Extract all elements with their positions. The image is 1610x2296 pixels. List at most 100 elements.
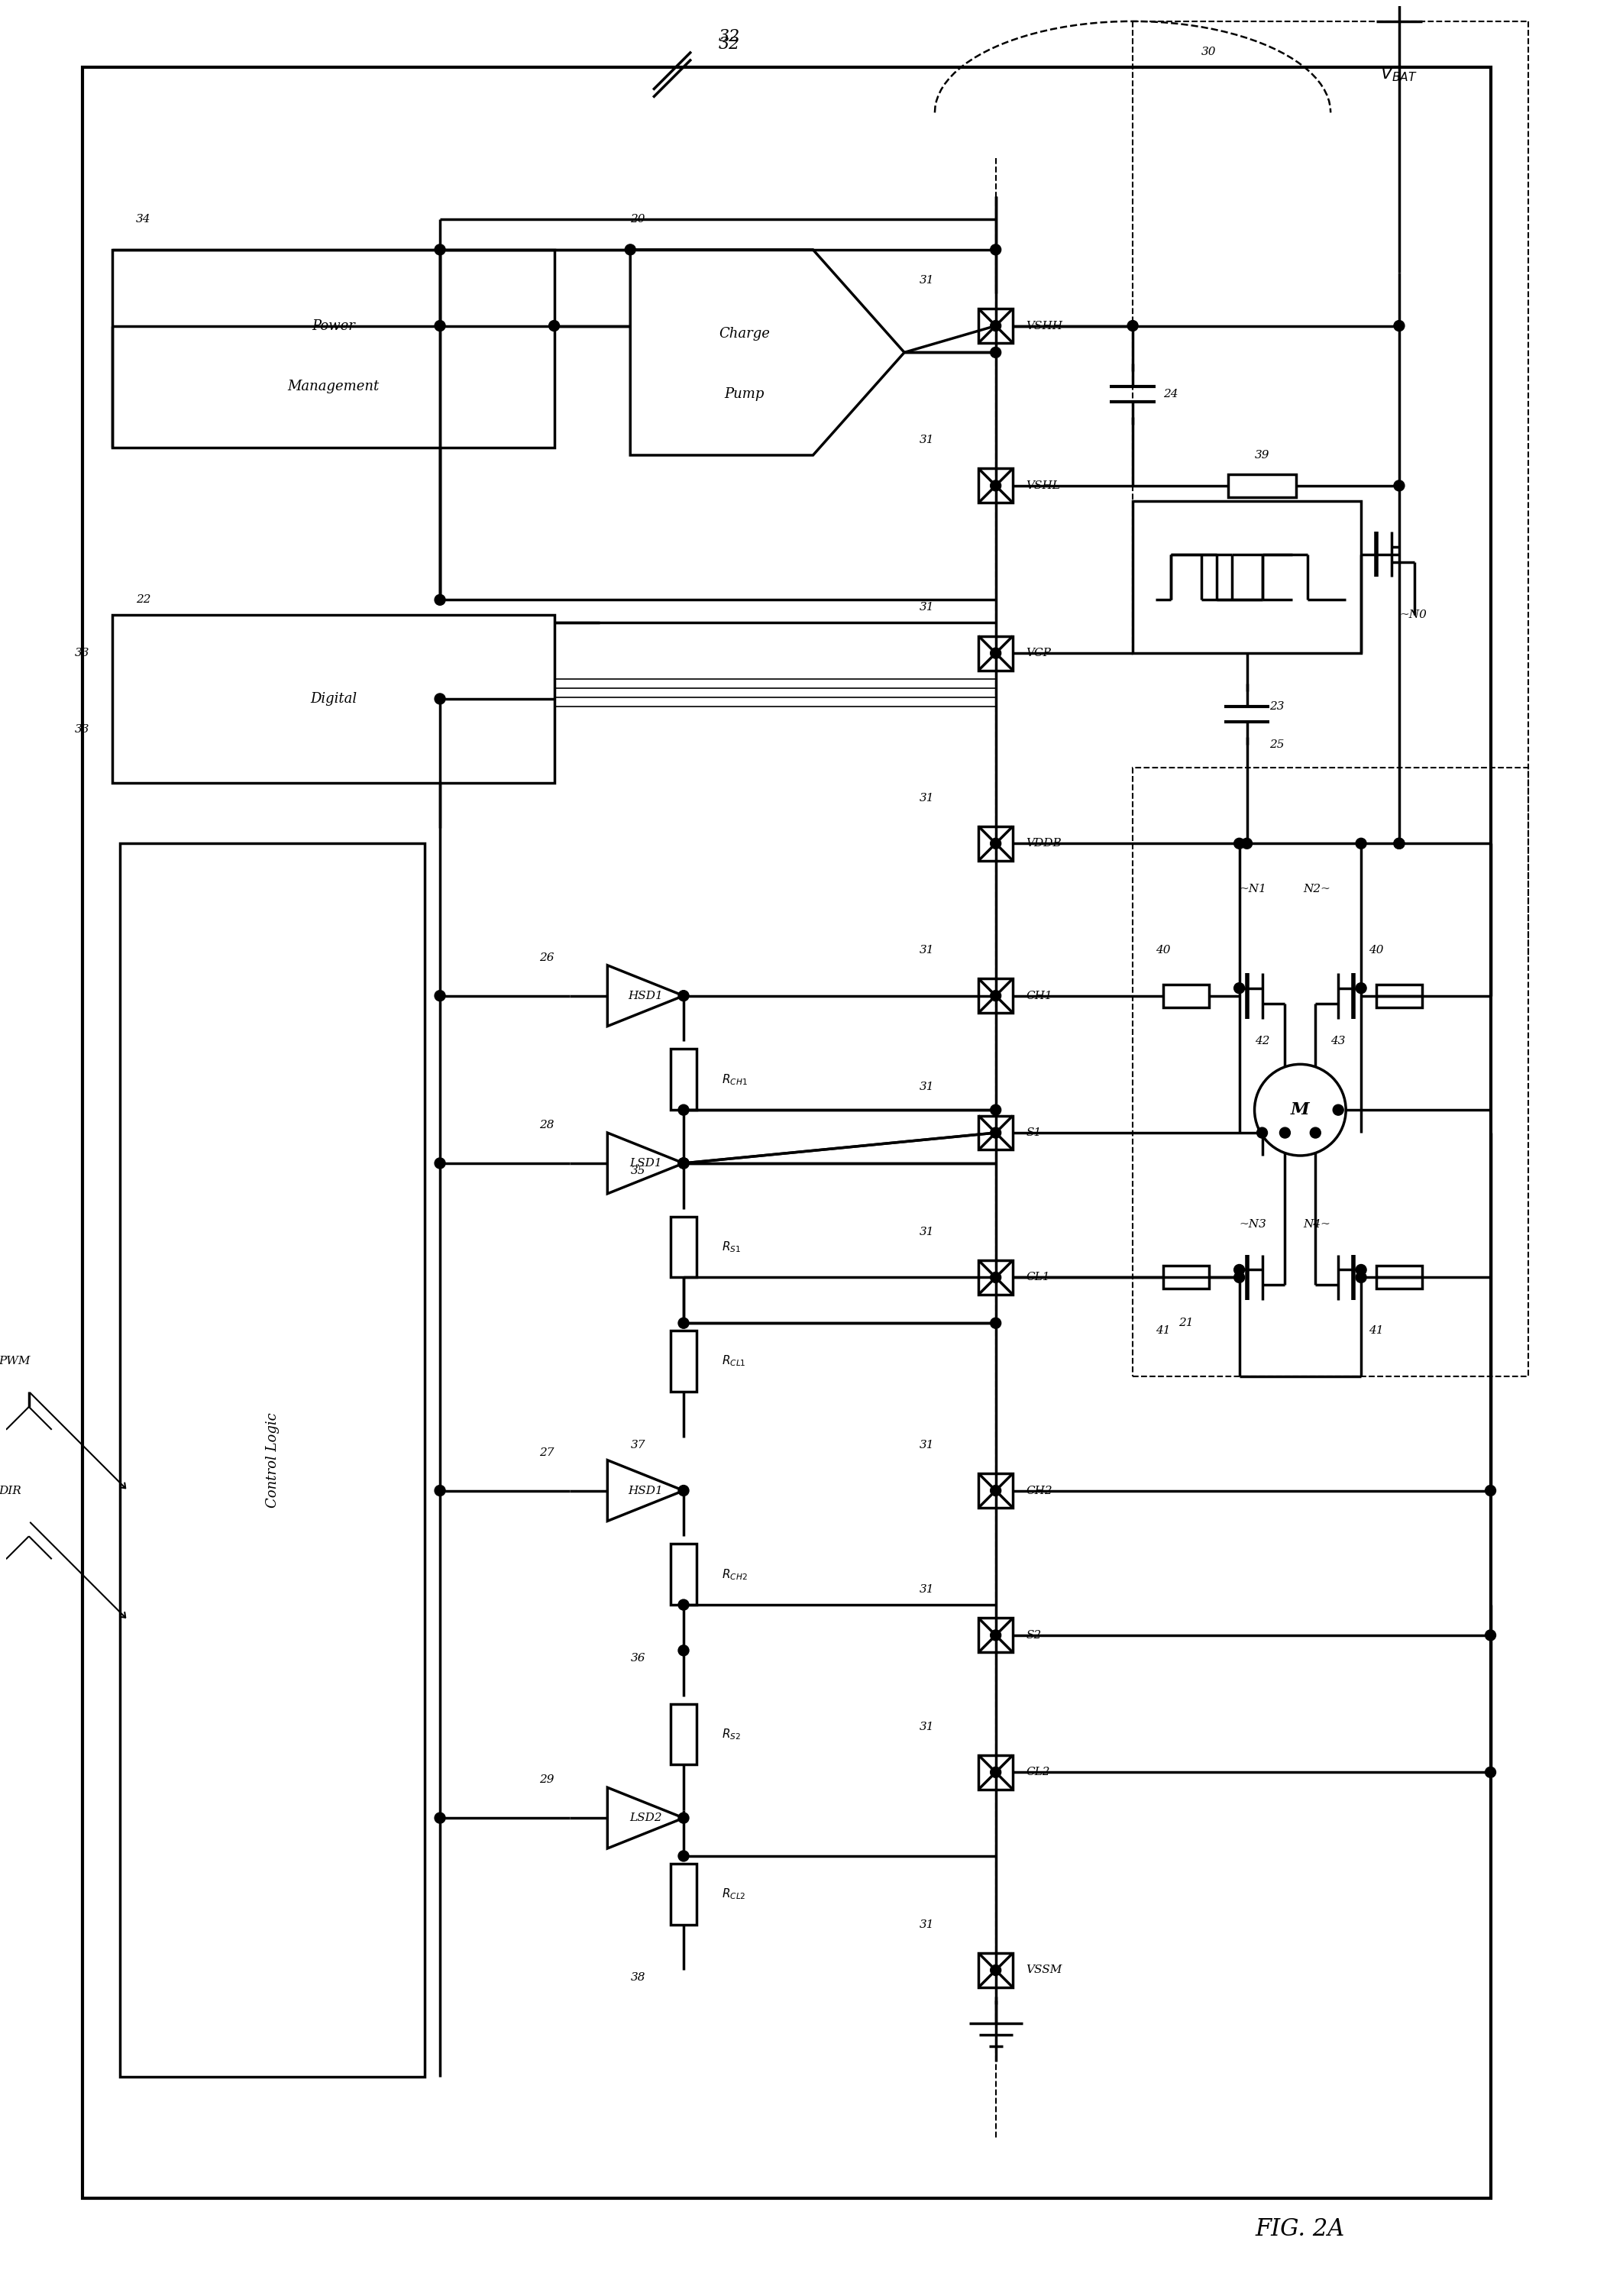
Bar — [1162, 1265, 1209, 1288]
Circle shape — [435, 1486, 446, 1497]
Circle shape — [1484, 1768, 1496, 1777]
Circle shape — [435, 595, 446, 606]
Circle shape — [435, 693, 446, 705]
Text: 33: 33 — [74, 647, 90, 659]
Text: VSSM: VSSM — [1026, 1965, 1063, 1975]
Circle shape — [990, 1127, 1001, 1139]
Circle shape — [678, 1851, 689, 1862]
Text: 40: 40 — [1368, 944, 1383, 955]
Bar — [1133, 767, 1528, 1375]
Text: 41: 41 — [1156, 1325, 1170, 1336]
Text: 32: 32 — [718, 37, 741, 53]
Text: 30: 30 — [1201, 46, 1216, 57]
Text: $R_{CH2}$: $R_{CH2}$ — [721, 1568, 747, 1582]
Polygon shape — [630, 250, 905, 455]
Circle shape — [990, 1486, 1001, 1497]
Bar — [979, 308, 1013, 342]
Bar — [113, 615, 554, 783]
Polygon shape — [607, 1789, 684, 1848]
Text: 31: 31 — [919, 1226, 935, 1238]
Bar — [979, 1261, 1013, 1295]
Text: 39: 39 — [1254, 450, 1270, 461]
Bar — [121, 843, 425, 2078]
Bar — [1133, 501, 1360, 652]
Text: 31: 31 — [919, 1919, 935, 1931]
Circle shape — [678, 1600, 689, 1609]
Text: VCP: VCP — [1026, 647, 1051, 659]
Text: VSHL: VSHL — [1026, 480, 1061, 491]
Circle shape — [435, 1812, 446, 1823]
Text: Digital: Digital — [311, 691, 357, 705]
Circle shape — [1241, 838, 1253, 850]
Circle shape — [990, 480, 1001, 491]
Text: N4~: N4~ — [1302, 1219, 1330, 1228]
Text: 31: 31 — [919, 1584, 935, 1596]
Text: 25: 25 — [1270, 739, 1285, 751]
Circle shape — [990, 347, 1001, 358]
Text: 33: 33 — [74, 723, 90, 735]
Circle shape — [1394, 480, 1404, 491]
Text: VDDB: VDDB — [1026, 838, 1063, 850]
Circle shape — [990, 1630, 1001, 1642]
Text: 31: 31 — [919, 276, 935, 285]
Bar — [1377, 1265, 1422, 1288]
Text: CH1: CH1 — [1026, 990, 1053, 1001]
Text: N2~: N2~ — [1302, 884, 1330, 895]
Circle shape — [1394, 838, 1404, 850]
Circle shape — [625, 243, 636, 255]
Text: 31: 31 — [919, 944, 935, 955]
Text: 42: 42 — [1254, 1035, 1270, 1047]
Circle shape — [678, 1318, 689, 1329]
Circle shape — [1356, 983, 1367, 994]
Text: 23: 23 — [1270, 700, 1285, 712]
Text: ~N1: ~N1 — [1240, 884, 1267, 895]
Bar — [670, 1049, 697, 1109]
Circle shape — [990, 1965, 1001, 1975]
Bar — [979, 1754, 1013, 1789]
Polygon shape — [607, 1132, 684, 1194]
Text: $R_{S2}$: $R_{S2}$ — [721, 1727, 741, 1740]
Polygon shape — [607, 964, 684, 1026]
Circle shape — [990, 838, 1001, 850]
Bar — [979, 1619, 1013, 1653]
Circle shape — [1394, 321, 1404, 331]
Circle shape — [1356, 1265, 1367, 1274]
Text: FIG. 2A: FIG. 2A — [1256, 2218, 1344, 2241]
Text: Control Logic: Control Logic — [266, 1412, 280, 1508]
Text: $R_{S1}$: $R_{S1}$ — [721, 1240, 741, 1254]
Circle shape — [1233, 838, 1245, 850]
Circle shape — [990, 1104, 1001, 1116]
Text: 40: 40 — [1156, 944, 1170, 955]
Text: 31: 31 — [919, 434, 935, 445]
Circle shape — [678, 990, 689, 1001]
Text: 21: 21 — [1179, 1318, 1193, 1329]
Circle shape — [435, 990, 446, 1001]
Text: $R_{CH1}$: $R_{CH1}$ — [721, 1072, 747, 1086]
Bar — [670, 1704, 697, 1766]
Circle shape — [678, 1486, 689, 1497]
Bar — [979, 1474, 1013, 1508]
Circle shape — [1233, 1265, 1245, 1274]
Circle shape — [435, 1157, 446, 1169]
Circle shape — [1280, 1127, 1290, 1139]
Text: Management: Management — [288, 379, 380, 393]
Bar — [1228, 475, 1296, 496]
Bar — [670, 1217, 697, 1277]
Circle shape — [1233, 983, 1245, 994]
Bar — [979, 1954, 1013, 1988]
Text: 32: 32 — [718, 28, 741, 46]
Bar — [670, 1543, 697, 1605]
Text: 34: 34 — [135, 214, 150, 225]
Text: CH2: CH2 — [1026, 1486, 1053, 1497]
Circle shape — [435, 321, 446, 331]
Text: 38: 38 — [631, 1972, 646, 1984]
Circle shape — [1484, 1486, 1496, 1497]
Circle shape — [1484, 1630, 1496, 1642]
Text: VSHH: VSHH — [1026, 321, 1063, 331]
Circle shape — [1233, 1272, 1245, 1283]
Text: 31: 31 — [919, 602, 935, 613]
Bar — [82, 67, 1491, 2200]
Text: 28: 28 — [539, 1120, 554, 1130]
Circle shape — [678, 1157, 689, 1169]
Polygon shape — [607, 1460, 684, 1520]
